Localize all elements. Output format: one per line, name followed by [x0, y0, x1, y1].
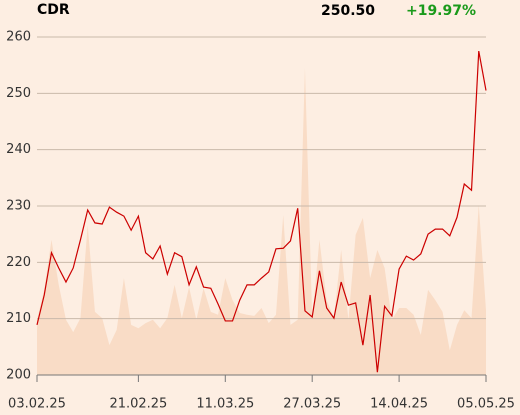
y-tick-label: 250 [6, 86, 31, 101]
change: +19.97% [406, 3, 476, 19]
y-tick-label: 200 [6, 368, 31, 383]
y-tick-label: 220 [6, 255, 31, 270]
last-value: 250.50 [321, 3, 375, 19]
volume-area [37, 67, 486, 375]
plot: 200 210 220 230 240 250 260 03.02.25 21.02.25 11.… [6, 30, 515, 412]
x-tick-label: 03.02.25 [8, 397, 66, 412]
y-tick-label: 260 [6, 30, 31, 45]
y-tick-label: 230 [6, 199, 31, 214]
price-line [36, 50, 487, 373]
y-tick-label: 210 [6, 311, 31, 326]
x-tick-label: 14.04.25 [370, 397, 428, 412]
x-tick-label: 21.02.25 [109, 397, 167, 412]
x-tick-label: 27.03.25 [283, 397, 341, 412]
chart-title: CDR [37, 2, 70, 18]
x-tick-label: 11.03.25 [196, 397, 254, 412]
x-tick-label: 05.05.25 [457, 397, 515, 412]
y-tick-label: 240 [6, 142, 31, 157]
